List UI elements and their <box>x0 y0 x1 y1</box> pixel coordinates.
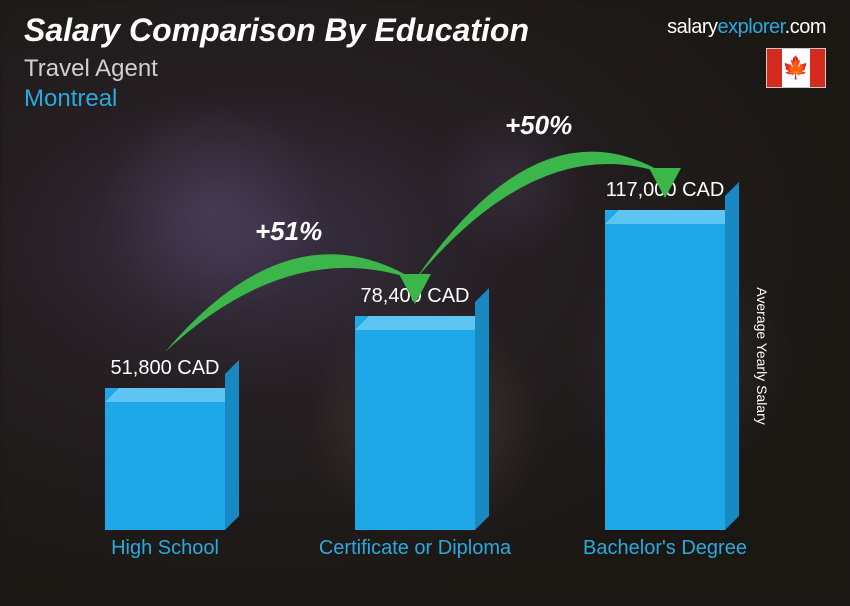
flag-stripe-right <box>810 49 825 87</box>
country-flag: 🍁 <box>766 48 826 88</box>
bar-category-label: High School <box>65 536 265 586</box>
bar-category-label: Bachelor's Degree <box>565 536 765 586</box>
bar-3d <box>105 388 225 530</box>
bar-3d <box>605 210 725 530</box>
bar-value-label: 51,800 CAD <box>111 357 220 380</box>
bar-side-face <box>225 360 239 530</box>
bar-top-face <box>605 210 739 224</box>
bar-category-label: Certificate or Diploma <box>315 536 515 586</box>
location-label: Montreal <box>24 85 826 113</box>
job-title: Travel Agent <box>24 55 826 83</box>
brand-part3: .com <box>785 16 826 38</box>
bar-value-label: 78,400 CAD <box>361 285 470 308</box>
bars-container: 51,800 CAD 78,400 CAD 117,000 CAD <box>40 150 790 530</box>
bar-group: 51,800 CAD <box>65 357 265 530</box>
bar-3d <box>355 316 475 530</box>
bar-side-face <box>725 182 739 530</box>
bar-side-face <box>475 288 489 530</box>
bar-front-face <box>355 316 475 530</box>
flag-center: 🍁 <box>782 49 810 87</box>
bar-top-face <box>105 388 239 402</box>
y-axis-label: Average Yearly Salary <box>753 287 769 425</box>
bar-front-face <box>605 210 725 530</box>
bar-group: 117,000 CAD <box>565 179 765 530</box>
bar-front-face <box>105 388 225 530</box>
brand-part2: explorer <box>718 16 785 38</box>
maple-leaf-icon: 🍁 <box>782 57 809 79</box>
bar-top-face <box>355 316 489 330</box>
bar-value-label: 117,000 CAD <box>606 179 725 202</box>
brand-part1: salary <box>667 16 717 38</box>
labels-container: High School Certificate or Diploma Bachelo… <box>40 536 790 586</box>
bar-group: 78,400 CAD <box>315 285 515 530</box>
brand-logo: salaryexplorer.com <box>667 16 826 39</box>
salary-bar-chart: 51,800 CAD 78,400 CAD 117,000 CAD High Sch… <box>40 126 790 586</box>
flag-stripe-left <box>767 49 782 87</box>
